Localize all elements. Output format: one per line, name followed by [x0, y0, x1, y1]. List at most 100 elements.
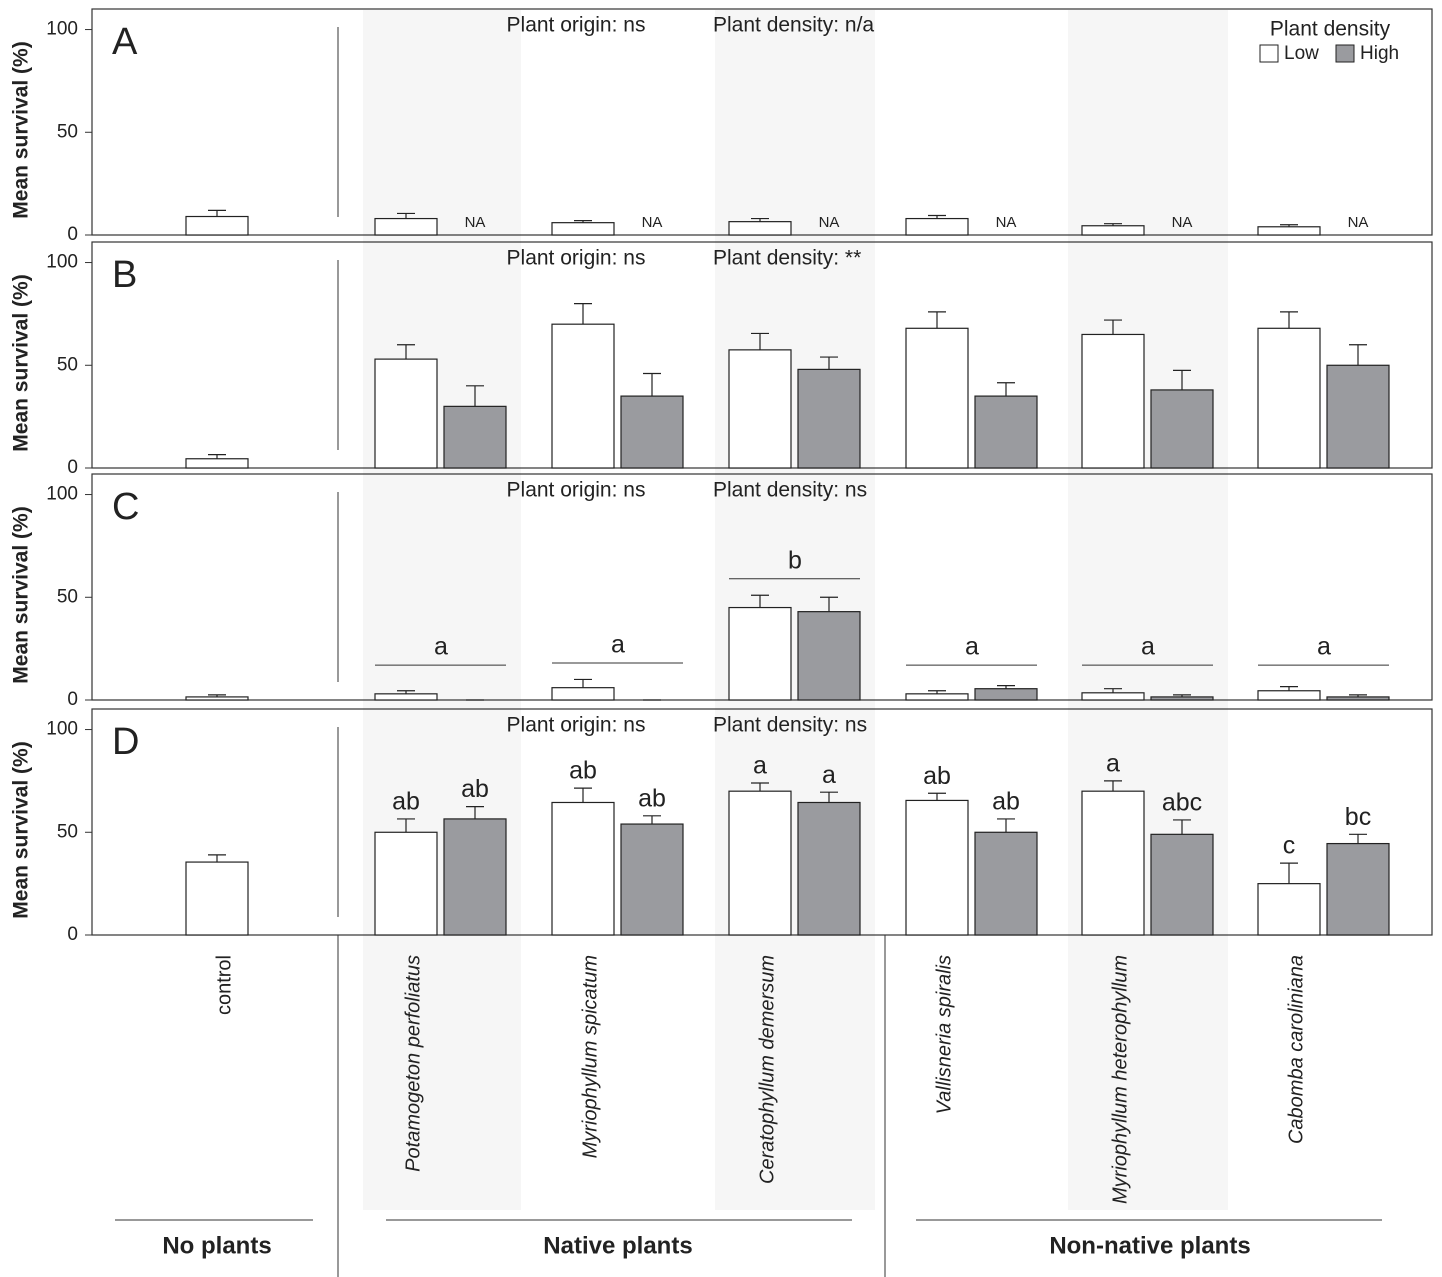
shade: [363, 10, 521, 1210]
error-bar: [1173, 694, 1191, 697]
letter-label: c: [1283, 832, 1296, 860]
annotation: Plant origin: ns: [507, 247, 646, 270]
value-label: NA: [642, 214, 663, 231]
bar: [1081, 333, 1145, 469]
error-bar: [1104, 319, 1122, 335]
letter-label: a: [822, 761, 836, 789]
error-bar: [820, 791, 838, 803]
bar: [1081, 225, 1145, 236]
error-bar: [397, 344, 415, 360]
bar: [797, 611, 861, 701]
letter-label: a: [753, 752, 767, 780]
y-axis-label: Mean survival (%): [10, 506, 33, 683]
bar: [1257, 327, 1321, 469]
error-bar: [1280, 311, 1298, 329]
category-label: Myriophyllum heterophyllum: [1109, 955, 1131, 1204]
category-label: Cabomba caroliniana: [1285, 955, 1307, 1144]
error-bar: [574, 220, 592, 223]
category-label: Vallisneria spiralis: [933, 955, 955, 1114]
letter-label: a: [1141, 633, 1155, 661]
bar: [620, 395, 684, 469]
error-bar: [928, 690, 946, 694]
letter-label: ab: [923, 762, 951, 790]
bar: [728, 790, 792, 936]
bar: [1081, 790, 1145, 936]
letter-label: a: [434, 633, 448, 661]
y-tick-label: 100: [46, 252, 78, 273]
y-tick-label: 50: [57, 586, 78, 607]
bar: [185, 215, 249, 236]
bar: [1326, 364, 1390, 469]
value-label: NA: [1348, 214, 1369, 231]
bar: [1150, 696, 1214, 701]
bar: [1150, 389, 1214, 469]
letter-label: a: [965, 633, 979, 661]
y-tick-label: 100: [46, 719, 78, 740]
y-tick-label: 50: [57, 121, 78, 142]
error-bar: [1104, 223, 1122, 226]
error-bar: [466, 385, 484, 407]
bar: [797, 801, 861, 936]
bar: [551, 801, 615, 936]
error-bar: [397, 212, 415, 219]
bar: [374, 693, 438, 701]
category-label: Myriophyllum spicatum: [579, 955, 601, 1158]
error-bar: [1173, 819, 1191, 835]
group-label: Non-native plants: [1049, 1232, 1250, 1259]
bar: [974, 831, 1038, 936]
bar: [905, 217, 969, 236]
legend-title: Plant density: [1270, 18, 1391, 41]
bar: [1257, 690, 1321, 701]
error-bar: [643, 815, 661, 825]
y-axis-label: Mean survival (%): [10, 741, 33, 918]
bar: [443, 818, 507, 936]
error-bar: [751, 217, 769, 222]
letter-label: b: [788, 546, 802, 574]
panel-label: B: [112, 254, 137, 296]
error-bar: [208, 209, 226, 217]
bar: [1326, 696, 1390, 701]
group-label: No plants: [162, 1232, 271, 1259]
annotation: Plant density: n/a: [713, 14, 874, 37]
bar: [374, 831, 438, 936]
error-bar: [208, 454, 226, 459]
error-bar: [820, 356, 838, 370]
category-label: Potamogeton perfoliatus: [402, 955, 424, 1172]
error-bar: [997, 685, 1015, 689]
bar: [905, 693, 969, 701]
bar: [551, 687, 615, 701]
error-bar: [928, 214, 946, 219]
error-bar: [574, 678, 592, 688]
error-bar: [1280, 224, 1298, 227]
bar: [185, 458, 249, 469]
bar: [1081, 692, 1145, 701]
error-bar: [928, 792, 946, 801]
error-bar: [1104, 780, 1122, 792]
error-bar: [1349, 344, 1367, 366]
error-bar: [928, 311, 946, 329]
value-label: NA: [1172, 214, 1193, 231]
error-bar: [1280, 686, 1298, 691]
bar: [974, 395, 1038, 469]
error-bar: [751, 782, 769, 792]
panel-label: D: [112, 721, 139, 763]
category-label: Ceratophyllum demersum: [756, 955, 778, 1184]
panel-label: C: [112, 486, 139, 528]
legend-label: Low: [1284, 43, 1319, 64]
bar: [551, 222, 615, 236]
bar: [797, 368, 861, 469]
error-bar: [208, 694, 226, 697]
bar: [905, 799, 969, 936]
error-bar: [397, 818, 415, 833]
bar: [1150, 833, 1214, 936]
category-label: control: [213, 955, 235, 1015]
letter-label: a: [1317, 633, 1331, 661]
letter-label: abc: [1162, 789, 1202, 817]
error-bar: [997, 818, 1015, 833]
error-bar: [397, 690, 415, 694]
error-bar: [466, 805, 484, 819]
error-bar: [1349, 694, 1367, 697]
y-tick-label: 0: [67, 689, 78, 710]
error-bar: [643, 372, 661, 397]
